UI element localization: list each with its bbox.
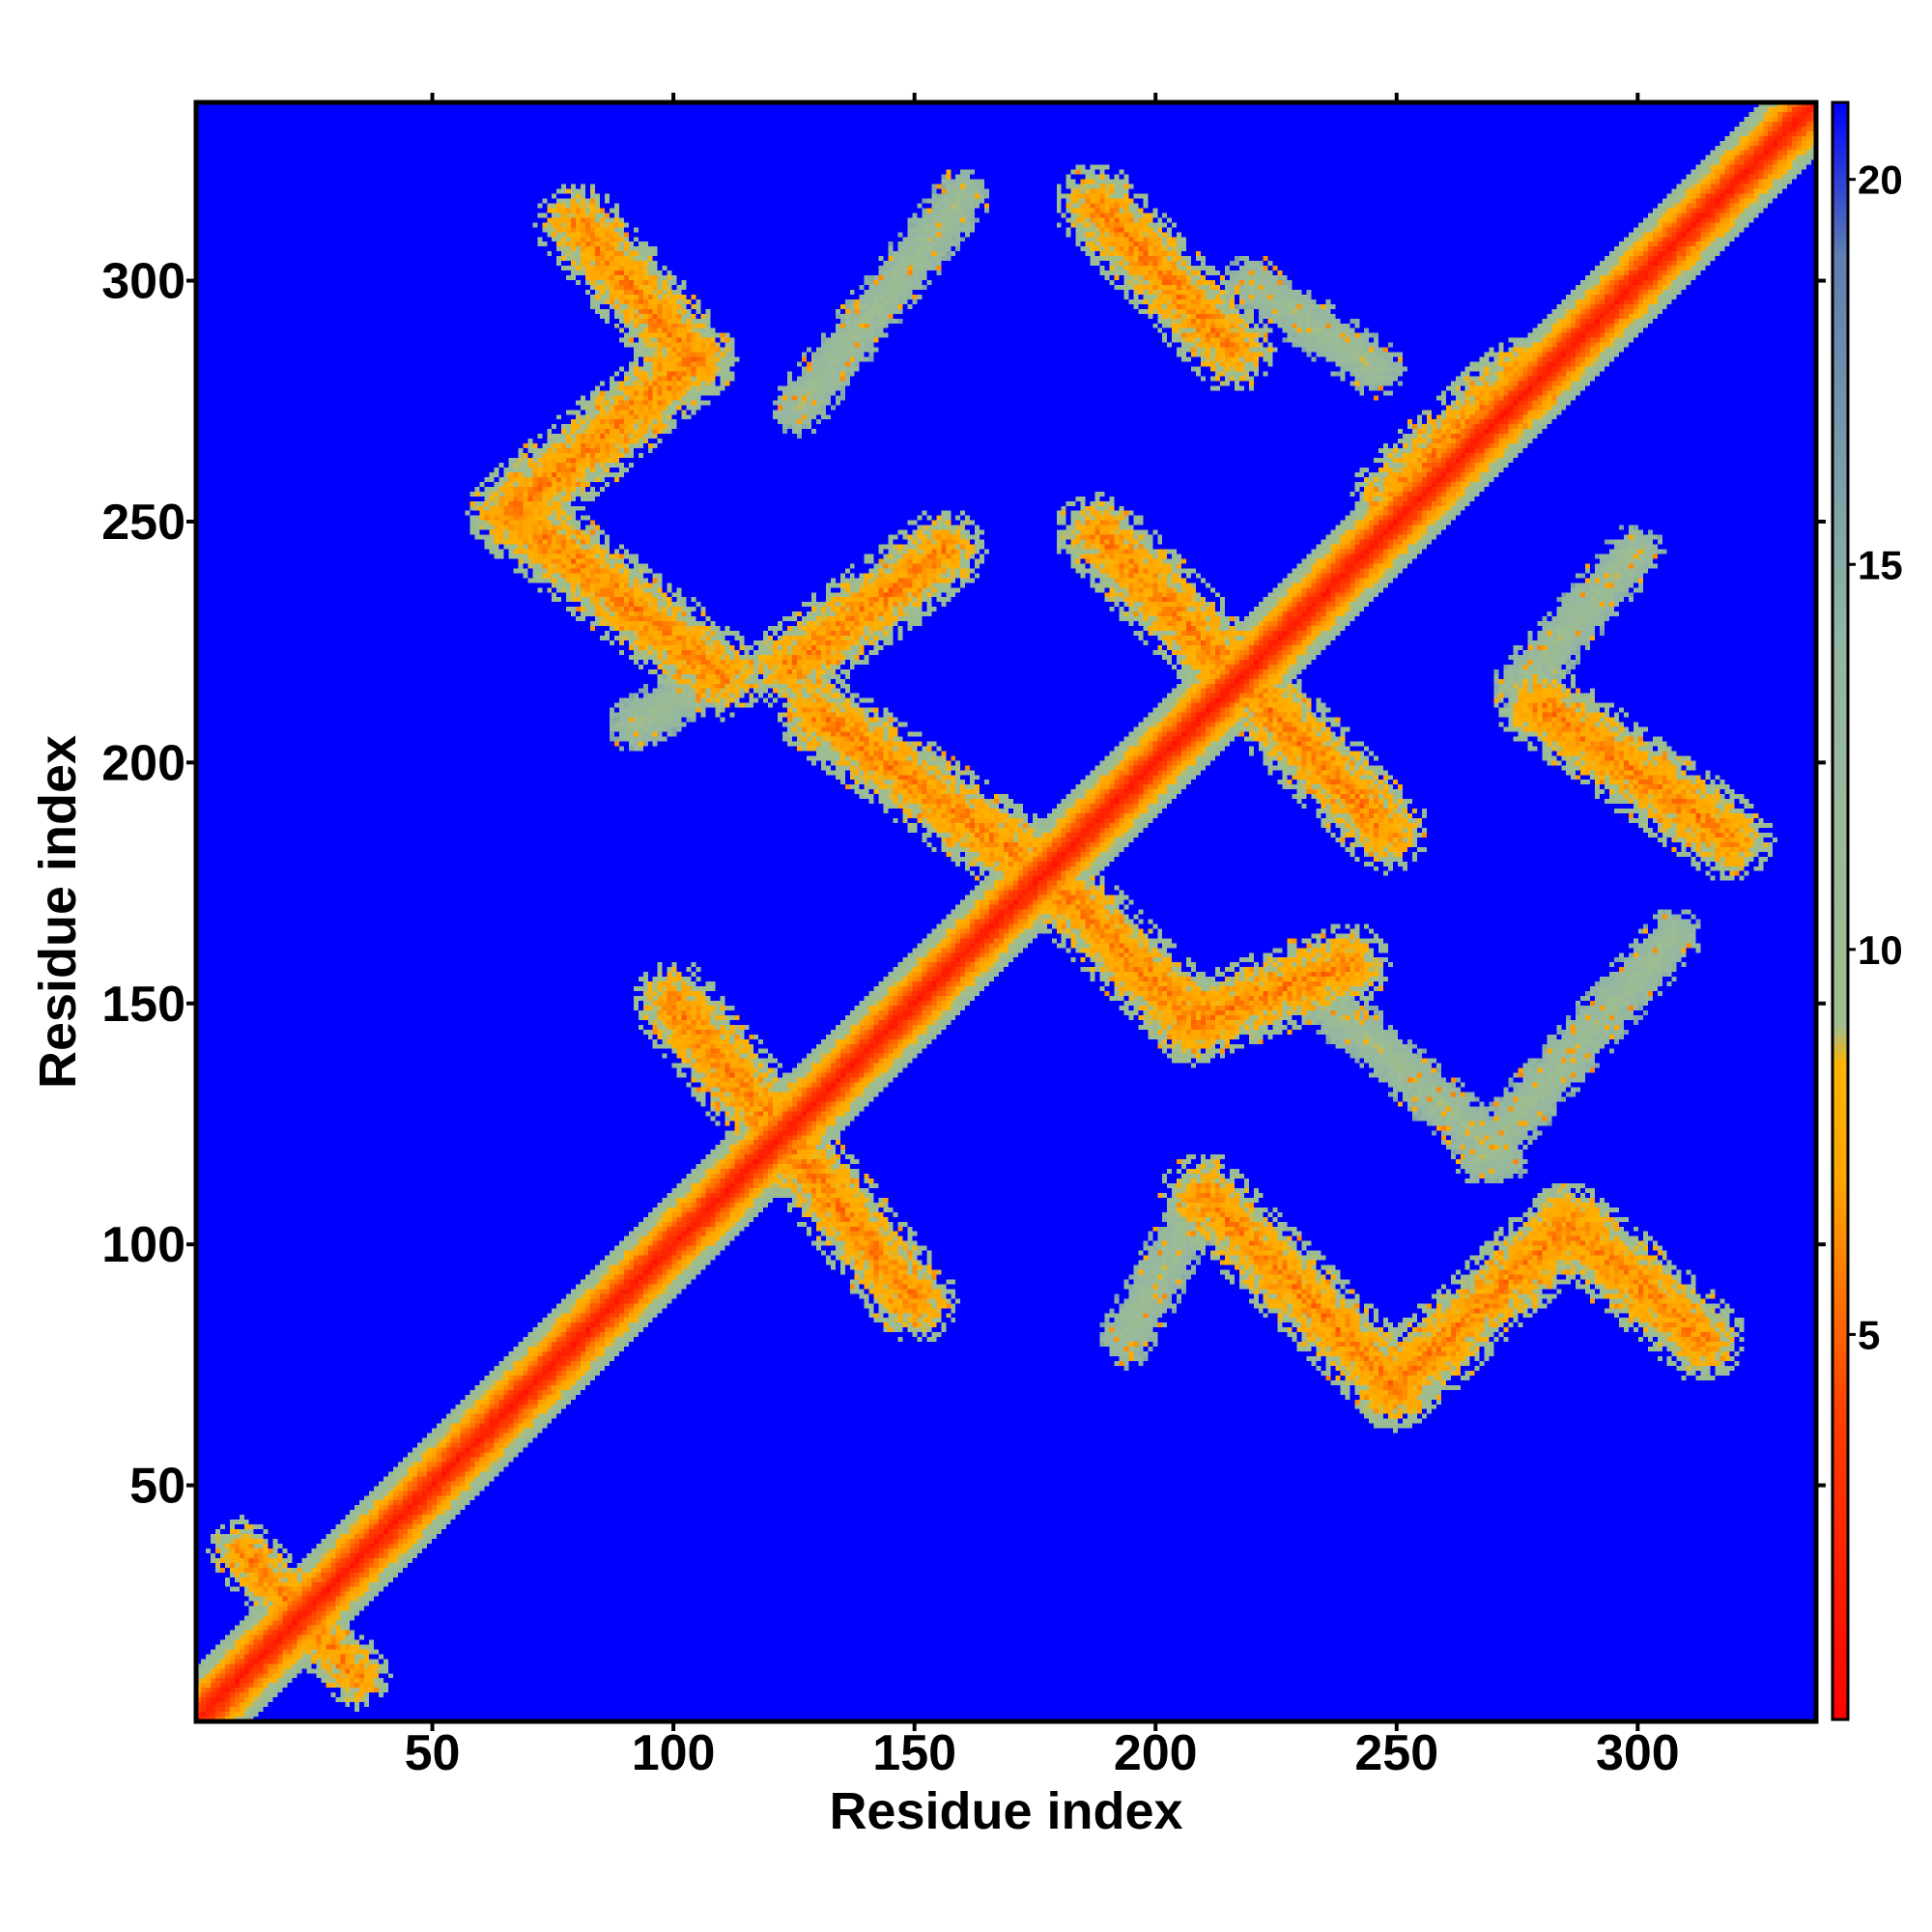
colorbar-tick-label: 5 (1858, 1312, 1880, 1357)
y-tick-label: 200 (101, 735, 185, 791)
colorbar-tick-label: 20 (1858, 157, 1903, 203)
colorbar: 5 10 15 20 (1831, 100, 1903, 1721)
x-axis-ticks: 50 100 150 200 250 300 (405, 93, 1680, 1781)
colorbar-tick-label: 15 (1858, 542, 1903, 587)
x-tick-label: 150 (872, 1725, 956, 1781)
heatmap-image (196, 102, 1816, 1721)
y-tick-label: 300 (101, 254, 185, 310)
x-tick-label: 50 (405, 1725, 461, 1781)
y-axis-title: Residue index (29, 735, 87, 1089)
y-tick-label: 100 (101, 1217, 185, 1273)
y-tick-label: 250 (101, 495, 185, 551)
x-tick-label: 250 (1354, 1725, 1438, 1781)
colorbar-gradient (1831, 100, 1850, 1721)
plot-frame (193, 99, 1819, 1724)
y-tick-label: 50 (129, 1459, 185, 1515)
x-tick-label: 300 (1596, 1725, 1680, 1781)
heatmap-raster (196, 102, 1816, 1721)
x-tick-label: 100 (632, 1725, 716, 1781)
y-axis-ticks: 50 100 150 200 250 300 (101, 254, 1826, 1515)
colorbar-tick-label: 10 (1858, 927, 1903, 973)
x-axis-title: Residue index (829, 1782, 1182, 1840)
y-tick-label: 150 (101, 977, 185, 1033)
x-tick-label: 200 (1114, 1725, 1198, 1781)
